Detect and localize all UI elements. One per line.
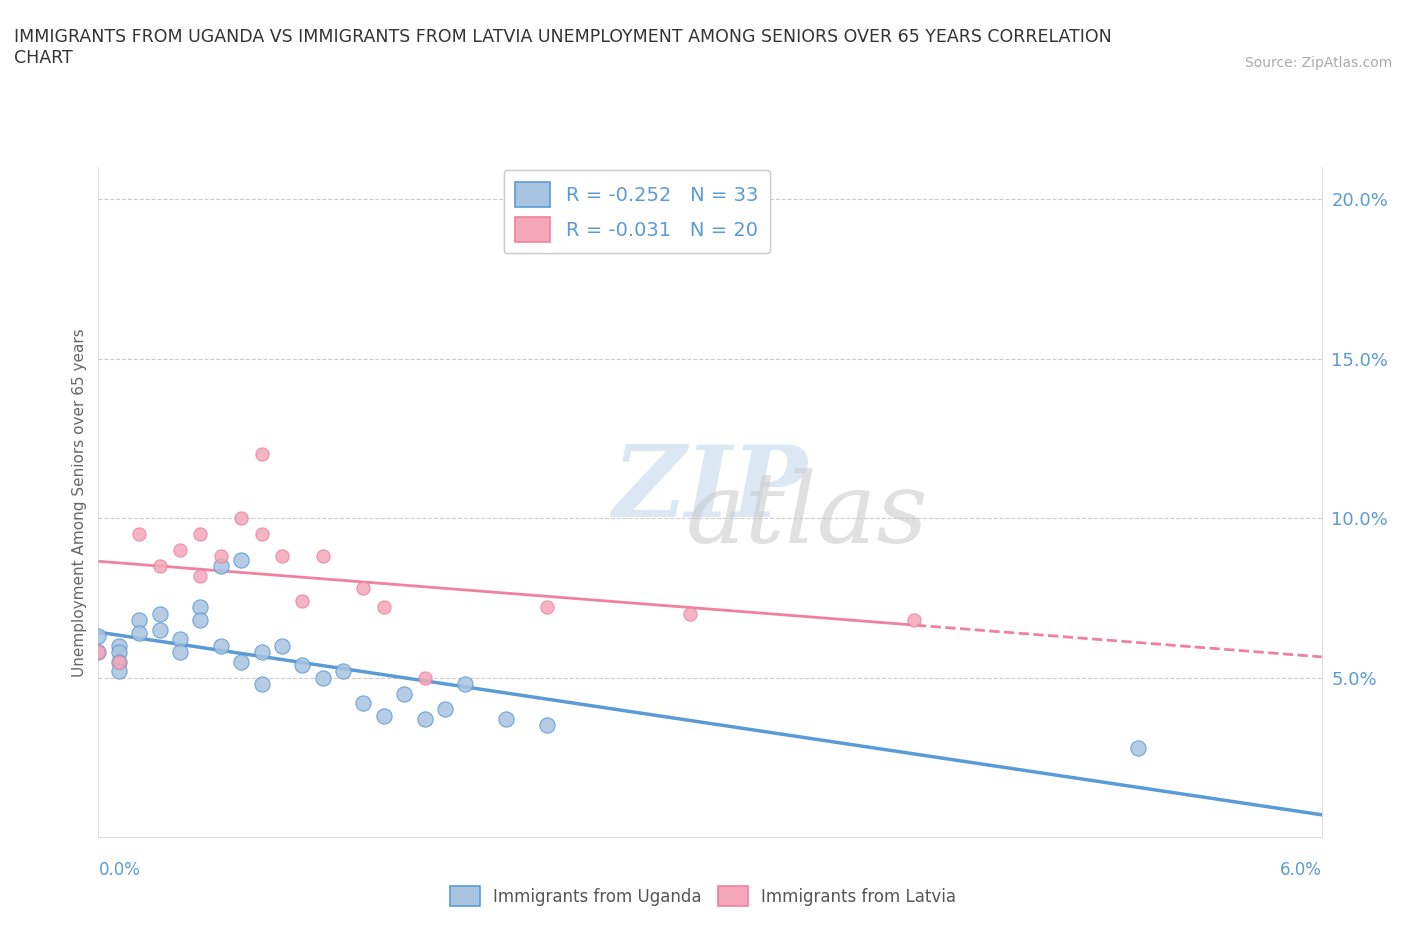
Point [352, 581, 374, 596]
Text: IMMIGRANTS FROM UGANDA VS IMMIGRANTS FROM LATVIA UNEMPLOYMENT AMONG SENIORS OVER: IMMIGRANTS FROM UGANDA VS IMMIGRANTS FRO… [14, 28, 1112, 67]
Point [270, 549, 292, 564]
Point [128, 526, 150, 541]
Point [332, 664, 354, 679]
Point [231, 552, 253, 567]
Point [87, 644, 110, 659]
Point [108, 644, 131, 659]
Point [209, 559, 232, 574]
Point [536, 600, 558, 615]
Point [250, 526, 273, 541]
Text: atlas: atlas [686, 468, 928, 564]
Point [291, 593, 314, 608]
Point [169, 631, 191, 646]
Point [169, 644, 191, 659]
Point [495, 711, 517, 726]
Point [270, 638, 292, 653]
Point [311, 549, 335, 564]
Point [250, 447, 273, 462]
Point [679, 606, 702, 621]
Text: ZIP: ZIP [612, 441, 807, 537]
Point [311, 671, 335, 685]
Point [169, 542, 191, 557]
Point [536, 718, 558, 733]
Point [1128, 740, 1150, 755]
Point [87, 629, 110, 644]
Point [128, 626, 150, 641]
Point [209, 549, 232, 564]
Point [188, 568, 212, 583]
Point [188, 526, 212, 541]
Point [250, 644, 273, 659]
Point [231, 511, 253, 525]
Point [188, 600, 212, 615]
Legend: Immigrants from Uganda, Immigrants from Latvia: Immigrants from Uganda, Immigrants from … [443, 880, 963, 912]
Point [433, 702, 456, 717]
Legend: R = -0.252   N = 33, R = -0.031   N = 20: R = -0.252 N = 33, R = -0.031 N = 20 [503, 170, 769, 254]
Text: 6.0%: 6.0% [1279, 860, 1322, 879]
Point [231, 654, 253, 669]
Point [87, 644, 110, 659]
Point [250, 676, 273, 691]
Point [209, 638, 232, 653]
Point [373, 709, 395, 724]
Point [373, 600, 395, 615]
Point [108, 638, 131, 653]
Point [108, 654, 131, 669]
Point [392, 686, 416, 701]
Point [352, 696, 374, 711]
Text: 0.0%: 0.0% [98, 860, 141, 879]
Point [454, 676, 477, 691]
Point [108, 664, 131, 679]
Point [413, 671, 436, 685]
Point [291, 658, 314, 672]
Point [413, 711, 436, 726]
Point [188, 613, 212, 628]
Point [128, 613, 150, 628]
Point [149, 622, 172, 637]
Point [903, 613, 925, 628]
Point [149, 559, 172, 574]
Text: Source: ZipAtlas.com: Source: ZipAtlas.com [1244, 56, 1392, 70]
Point [108, 654, 131, 669]
Point [149, 606, 172, 621]
Y-axis label: Unemployment Among Seniors over 65 years: Unemployment Among Seniors over 65 years [72, 328, 87, 677]
